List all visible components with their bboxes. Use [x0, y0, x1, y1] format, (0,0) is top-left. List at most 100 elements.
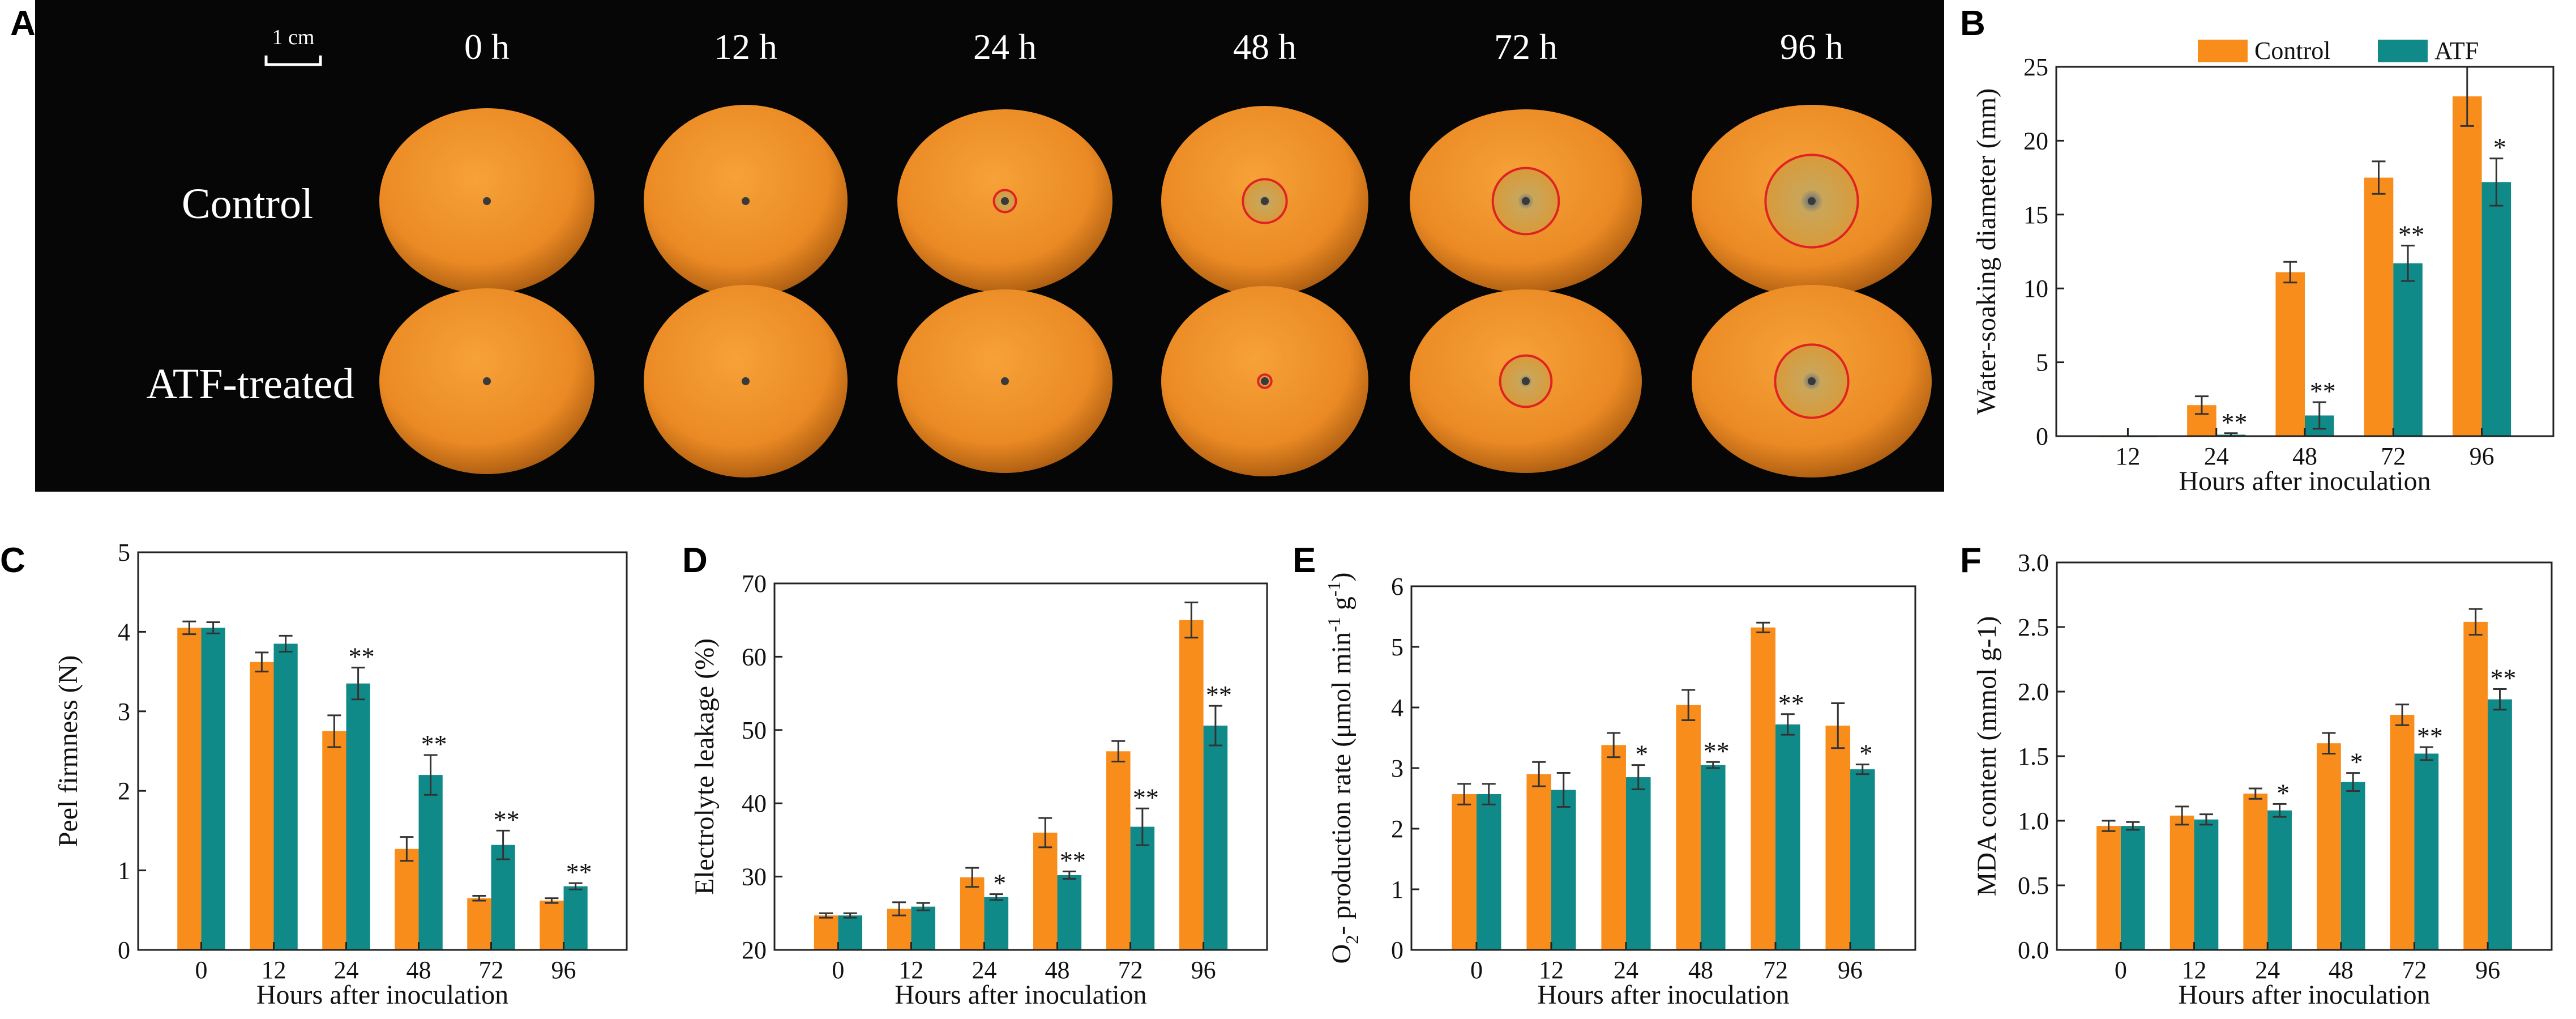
bar-atf-72	[1775, 724, 1800, 950]
x-tick-label: 72	[1118, 956, 1143, 984]
significance-label: **	[349, 642, 375, 671]
bar-atf-12	[273, 643, 298, 950]
x-tick-label: 72	[479, 956, 504, 984]
bar-atf-72	[491, 845, 515, 950]
y-tick-label: 4	[1391, 694, 1403, 722]
inoculation-point	[1808, 197, 1816, 205]
significance-label: **	[2310, 377, 2336, 406]
x-tick-label: 48	[2292, 442, 2317, 470]
y-tick-label: 60	[742, 643, 767, 671]
bar-atf-96	[563, 886, 588, 950]
panel-letter-c: C	[0, 541, 25, 580]
axes-frame	[773, 582, 1268, 951]
time-label-96h: 96 h	[1780, 27, 1843, 67]
y-axis-label-part: )	[1326, 573, 1357, 582]
scale-bar-label: 1 cm	[272, 25, 315, 49]
bar-atf-48	[1057, 875, 1082, 950]
y-tick-label: 20	[742, 936, 767, 964]
y-tick-label: 2.5	[2018, 613, 2049, 641]
bar-control-48	[1033, 832, 1058, 950]
y-tick-label: 1	[118, 857, 130, 885]
y-axis-label: Water-soaking diameter (mm)	[1971, 88, 2001, 415]
inoculation-point	[742, 197, 750, 205]
y-tick-label: 2	[1391, 815, 1403, 843]
bar-atf-0	[201, 628, 225, 950]
bar-atf-48	[1701, 765, 1726, 950]
significance-label: **	[494, 805, 520, 834]
significance-label: **	[1060, 846, 1086, 875]
y-tick-label: 10	[2023, 275, 2048, 302]
bar-control-96	[1179, 620, 1204, 950]
inoculation-point	[742, 377, 750, 385]
bar-control-72	[467, 898, 491, 950]
y-tick-label: 3	[118, 698, 130, 726]
y-axis-label: O2- production rate (μmol min-1 g-1)	[1324, 573, 1362, 964]
y-tick-label: 25	[2023, 53, 2048, 81]
x-axis-label: Hours after inoculation	[2179, 466, 2430, 496]
x-axis-label: Hours after inoculation	[895, 980, 1146, 1010]
y-tick-label: 4	[118, 618, 130, 646]
y-tick-label: 0	[1391, 936, 1403, 964]
x-tick-label: 24	[333, 956, 358, 984]
legend-swatch-atf	[2378, 40, 2428, 62]
significance-label: *	[2350, 748, 2363, 777]
bar-control-12	[250, 662, 274, 950]
legend-swatch-control	[2198, 40, 2248, 62]
bar-control-0	[177, 628, 202, 950]
y-axis-label-part: - production rate (μmol min	[1326, 632, 1357, 935]
bar-atf-96	[2488, 699, 2512, 950]
bar-control-96	[2452, 96, 2482, 436]
significance-label: **	[1704, 736, 1730, 765]
y-axis-label-part: -1	[1324, 582, 1344, 597]
y-axis-label-part: O	[1326, 944, 1357, 964]
y-tick-label: 1	[1391, 876, 1403, 903]
legend-label-control: Control	[2254, 37, 2330, 65]
y-axis-label: Peel firmness (N)	[53, 655, 83, 847]
time-label-48h: 48 h	[1233, 27, 1296, 67]
y-tick-label: 40	[742, 790, 767, 817]
inoculation-point	[1261, 197, 1269, 205]
inoculation-point	[1001, 377, 1009, 385]
bar-atf-0	[1476, 794, 1501, 950]
significance-label: **	[2417, 722, 2443, 751]
bar-atf-96	[1203, 726, 1228, 950]
y-tick-label: 20	[2023, 127, 2048, 155]
y-tick-label: 6	[1391, 573, 1403, 600]
time-label-24h: 24 h	[973, 27, 1037, 67]
time-label-0h: 0 h	[464, 27, 510, 67]
x-tick-label: 96	[1191, 956, 1216, 984]
x-tick-label: 96	[1838, 956, 1863, 984]
y-tick-label: 0.0	[2018, 936, 2049, 964]
time-label-12h: 12 h	[714, 27, 777, 67]
axes-frame	[137, 551, 628, 951]
x-tick-label: 12	[2182, 956, 2207, 984]
significance-label: **	[2398, 220, 2424, 249]
x-axis-label: Hours after inoculation	[2178, 980, 2430, 1010]
significance-label: **	[1133, 783, 1159, 812]
row-label-control: Control	[182, 180, 313, 228]
y-tick-label: 0	[2036, 423, 2048, 450]
y-tick-label: 3.0	[2018, 549, 2049, 577]
panel-letter-e: E	[1293, 541, 1316, 580]
y-tick-label: 30	[742, 863, 767, 891]
bar-control-48	[395, 849, 419, 950]
inoculation-point	[483, 197, 491, 205]
x-tick-label: 24	[972, 956, 996, 984]
row-label-atf: ATF-treated	[146, 360, 354, 408]
x-tick-label: 0	[832, 956, 844, 984]
inoculation-point	[1522, 377, 1530, 385]
panel-a: A 1 cm 0 h 12 h 24 h 48 h 72 h 96 h Control ATF-t…	[10, 0, 1944, 492]
significance-label: **	[1206, 680, 1232, 709]
significance-label: **	[1778, 689, 1804, 718]
bar-atf-96	[2481, 182, 2511, 436]
time-label-72h: 72 h	[1494, 27, 1557, 67]
bar-atf-12	[1551, 790, 1576, 950]
y-tick-label: 50	[742, 717, 767, 744]
x-tick-label: 24	[2255, 956, 2280, 984]
bar-atf-12	[911, 906, 936, 950]
bar-control-72	[1751, 627, 1776, 950]
